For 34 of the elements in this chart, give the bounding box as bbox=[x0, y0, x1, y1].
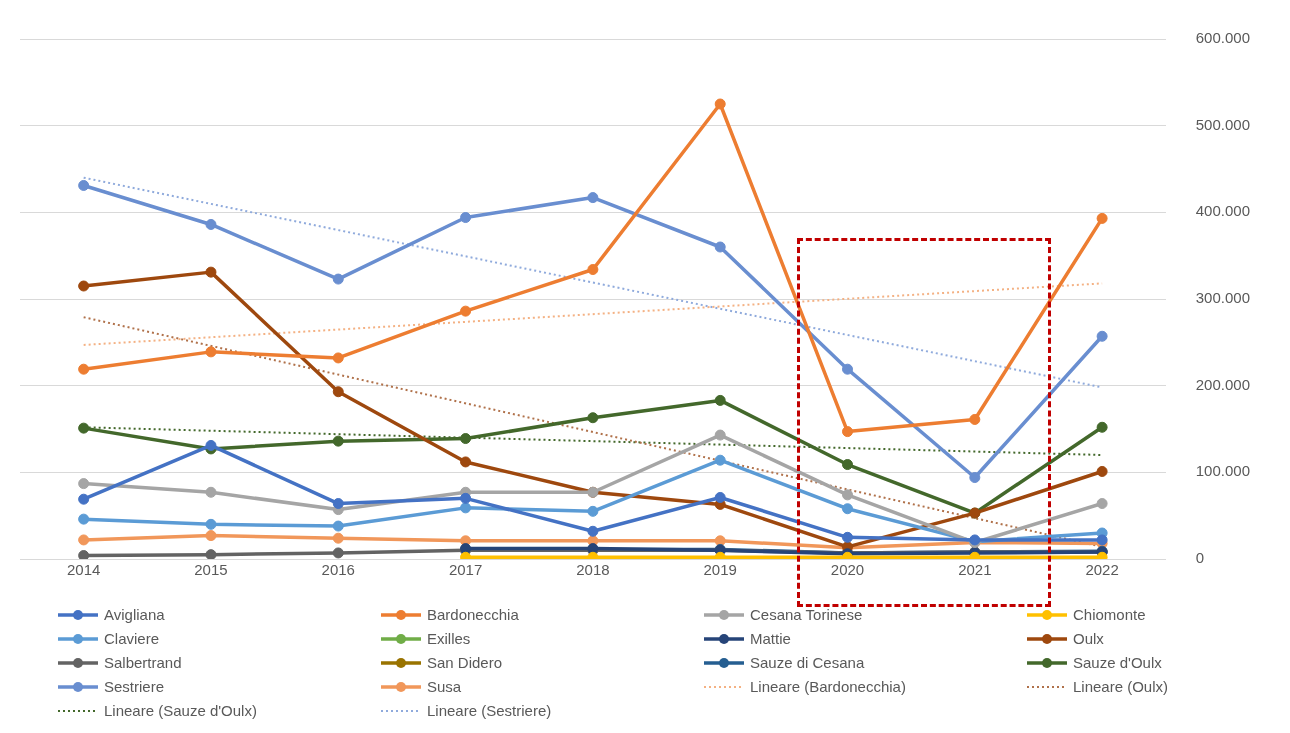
legend-label: Oulx bbox=[1073, 630, 1105, 648]
legend-label: Bardonecchia bbox=[427, 606, 520, 624]
y-tick-label: 100.000 bbox=[1195, 462, 1251, 480]
legend-label: Claviere bbox=[104, 630, 160, 648]
legend-label: Cesana Torinese bbox=[750, 606, 863, 624]
x-tick-label: 2015 bbox=[194, 561, 228, 579]
y-tick-label: 400.000 bbox=[1195, 202, 1251, 220]
legend-label: Salbertrand bbox=[104, 654, 182, 672]
y-tick-label: 200.000 bbox=[1195, 375, 1251, 393]
legend-label: Exilles bbox=[427, 630, 471, 648]
x-tick-label: 2014 bbox=[66, 561, 101, 579]
x-tick-label: 2022 bbox=[1085, 561, 1119, 579]
legend-label: Lineare (Sestriere) bbox=[427, 702, 552, 720]
x-tick-label: 2016 bbox=[321, 561, 355, 579]
legend-label: Lineare (Oulx) bbox=[1073, 678, 1169, 696]
y-tick-label: 600.000 bbox=[1195, 29, 1251, 47]
x-tick-label: 2020 bbox=[830, 561, 865, 579]
legend-label: Lineare (Sauze d'Oulx) bbox=[104, 702, 257, 720]
legend-label: Lineare (Bardonecchia) bbox=[750, 678, 906, 696]
x-tick-label: 2018 bbox=[576, 561, 610, 579]
y-tick-label: 300.000 bbox=[1195, 289, 1251, 307]
x-tick-label: 2019 bbox=[703, 561, 737, 579]
legend-label: Avigliana bbox=[104, 606, 166, 624]
legend-label: Chiomonte bbox=[1073, 606, 1146, 624]
y-tick-label: 500.000 bbox=[1195, 115, 1251, 133]
y-tick-label: 0 bbox=[1195, 549, 1205, 567]
legend-label: Sauze d'Oulx bbox=[1073, 654, 1163, 672]
legend-label: Mattie bbox=[750, 630, 791, 648]
x-tick-label: 2017 bbox=[448, 561, 483, 579]
x-tick-label: 2021 bbox=[958, 561, 992, 579]
legend-label: San Didero bbox=[427, 654, 503, 672]
legend-label: Sauze di Cesana bbox=[750, 654, 865, 672]
legend-label: Susa bbox=[427, 678, 462, 696]
legend-label: Sestriere bbox=[104, 678, 165, 696]
